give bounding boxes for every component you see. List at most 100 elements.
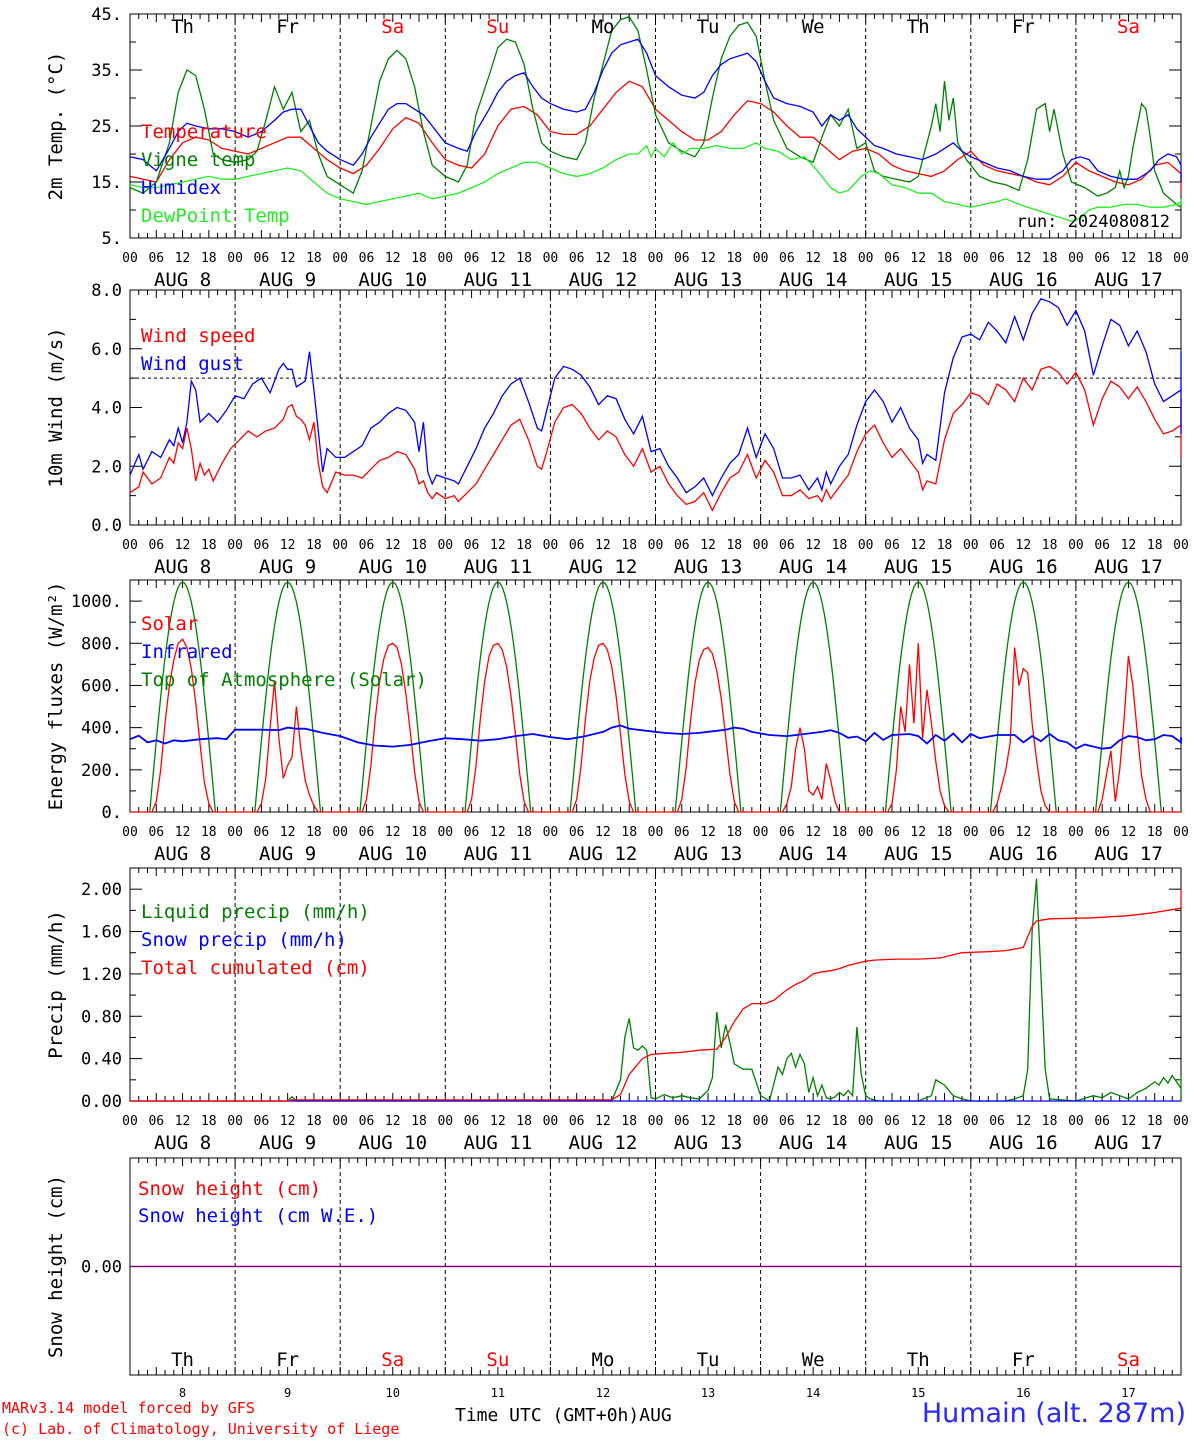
weekday-label: Th bbox=[171, 16, 194, 38]
hour-tick-label: 18 bbox=[1147, 251, 1163, 266]
hour-tick-label: 00 bbox=[1173, 251, 1189, 266]
hour-tick-label: 18 bbox=[621, 538, 637, 553]
hour-tick-label: 00 bbox=[1068, 251, 1084, 266]
date-label: AUG 11 bbox=[464, 1132, 533, 1154]
weekday-label: Su bbox=[486, 16, 509, 38]
legend-entry: Top of Atmosphere (Solar) bbox=[141, 669, 427, 691]
y-axis-label: Energy fluxes (W/m²) bbox=[45, 582, 67, 811]
hour-tick-label: 00 bbox=[648, 251, 664, 266]
date-label: AUG 8 bbox=[154, 269, 211, 291]
hour-tick-label: 00 bbox=[332, 1114, 348, 1129]
date-label: AUG 13 bbox=[674, 843, 743, 865]
weekday-label: Th bbox=[171, 1349, 194, 1371]
hour-tick-label: 12 bbox=[385, 538, 401, 553]
hour-tick-label: 18 bbox=[726, 1114, 742, 1129]
hour-tick-label: 18 bbox=[832, 538, 848, 553]
y-tick-label: 8.0 bbox=[91, 281, 122, 301]
date-label: AUG 9 bbox=[259, 556, 316, 578]
hour-tick-label: 12 bbox=[490, 538, 506, 553]
legend-entry: Snow height (cm W.E.) bbox=[138, 1205, 378, 1227]
series-line-temperature bbox=[129, 80, 1182, 194]
legend-entry: Infrared bbox=[141, 641, 233, 663]
legend-entry: Solar bbox=[141, 613, 198, 635]
hour-tick-label: 12 bbox=[595, 251, 611, 266]
date-label: AUG 14 bbox=[779, 1132, 848, 1154]
hour-tick-label: 12 bbox=[175, 251, 191, 266]
hour-tick-label: 12 bbox=[1016, 251, 1032, 266]
y-tick-label: 35. bbox=[91, 61, 122, 81]
hour-tick-label: 18 bbox=[726, 251, 742, 266]
y-tick-label: 15. bbox=[91, 173, 122, 193]
date-label: AUG 16 bbox=[989, 269, 1058, 291]
date-label: AUG 15 bbox=[884, 843, 953, 865]
hour-tick-label: 00 bbox=[858, 538, 874, 553]
hour-tick-label: 06 bbox=[254, 538, 270, 553]
hour-tick-label: 00 bbox=[648, 825, 664, 840]
hour-tick-label: 18 bbox=[832, 1114, 848, 1129]
hour-tick-label: 18 bbox=[201, 825, 217, 840]
hour-tick-label: 00 bbox=[963, 825, 979, 840]
y-tick-label: 2.00 bbox=[81, 880, 122, 900]
hour-tick-label: 06 bbox=[569, 251, 585, 266]
y-tick-label: 0. bbox=[102, 803, 122, 823]
hour-tick-label: 06 bbox=[254, 251, 270, 266]
hour-tick-label: 00 bbox=[332, 825, 348, 840]
time-axis-title: Time UTC (GMT+0h)AUG bbox=[455, 1405, 672, 1426]
hour-tick-label: 00 bbox=[543, 825, 559, 840]
hour-tick-label: 18 bbox=[516, 538, 532, 553]
legend-entry: Humidex bbox=[141, 177, 221, 199]
hour-tick-label: 18 bbox=[726, 538, 742, 553]
hour-tick-label: 12 bbox=[1121, 251, 1137, 266]
y-tick-label: 1000. bbox=[71, 592, 122, 612]
weekday-label: Su bbox=[486, 1349, 509, 1371]
time-axis-month: AUG bbox=[639, 1405, 672, 1426]
hour-tick-label: 06 bbox=[779, 1114, 795, 1129]
date-label: AUG 11 bbox=[464, 556, 533, 578]
hour-tick-label: 18 bbox=[516, 251, 532, 266]
weekday-label: Th bbox=[907, 1349, 930, 1371]
hour-tick-label: 18 bbox=[516, 1114, 532, 1129]
date-label: AUG 14 bbox=[779, 556, 848, 578]
date-label: AUG 15 bbox=[884, 556, 953, 578]
y-axis-label: Snow height (cm) bbox=[45, 1175, 67, 1358]
hour-tick-label: 12 bbox=[490, 825, 506, 840]
date-label: AUG 13 bbox=[674, 556, 743, 578]
y-tick-label: 5. bbox=[102, 229, 122, 249]
date-label: AUG 12 bbox=[569, 269, 638, 291]
hour-tick-label: 18 bbox=[1147, 1114, 1163, 1129]
hour-tick-label: 12 bbox=[700, 251, 716, 266]
hour-tick-label: 00 bbox=[122, 1114, 138, 1129]
hour-tick-label: 18 bbox=[306, 538, 322, 553]
hour-tick-label: 00 bbox=[858, 825, 874, 840]
legend-entry: DewPoint Temp bbox=[141, 205, 290, 227]
hour-tick-label: 00 bbox=[753, 1114, 769, 1129]
legend-entry: Snow precip (mm/h) bbox=[141, 929, 347, 951]
date-label: AUG 14 bbox=[779, 843, 848, 865]
y-axis-label: 2m Temp. (°C) bbox=[45, 52, 67, 201]
day-number: 16 bbox=[1016, 1386, 1030, 1400]
hour-tick-label: 18 bbox=[201, 251, 217, 266]
hour-tick-label: 00 bbox=[122, 538, 138, 553]
hour-tick-label: 12 bbox=[805, 538, 821, 553]
hour-tick-label: 00 bbox=[122, 825, 138, 840]
hour-tick-label: 06 bbox=[884, 825, 900, 840]
date-label: AUG 17 bbox=[1094, 556, 1163, 578]
hour-tick-label: 00 bbox=[543, 251, 559, 266]
hour-tick-label: 06 bbox=[254, 1114, 270, 1129]
y-tick-label: 400. bbox=[81, 719, 122, 739]
y-tick-label: 200. bbox=[81, 761, 122, 781]
date-label: AUG 10 bbox=[358, 843, 427, 865]
series-line-vigne-temp bbox=[129, 16, 1182, 209]
hour-tick-label: 00 bbox=[227, 1114, 243, 1129]
hour-tick-label: 12 bbox=[910, 251, 926, 266]
y-axis-label: 10m Wind (m/s) bbox=[45, 327, 67, 487]
hour-tick-label: 06 bbox=[779, 538, 795, 553]
hour-tick-label: 00 bbox=[648, 1114, 664, 1129]
y-tick-label: 800. bbox=[81, 634, 122, 654]
hour-tick-label: 06 bbox=[359, 251, 375, 266]
date-label: AUG 9 bbox=[259, 1132, 316, 1154]
y-tick-label: 0.00 bbox=[81, 1092, 122, 1112]
hour-tick-label: 06 bbox=[359, 538, 375, 553]
hour-tick-label: 00 bbox=[963, 538, 979, 553]
